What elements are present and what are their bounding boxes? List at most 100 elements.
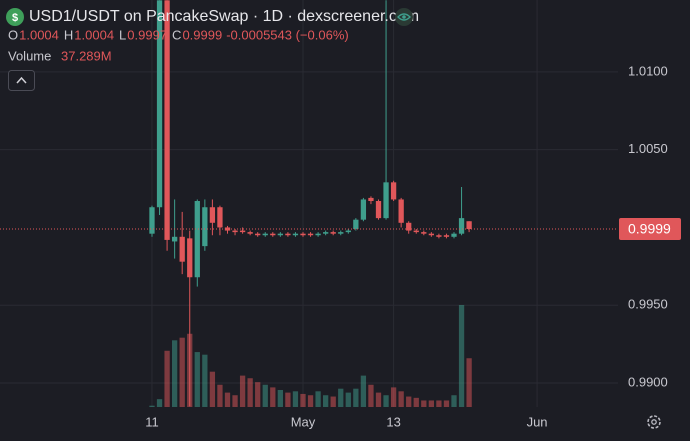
candle-body (307, 233, 314, 236)
candle-body (285, 233, 291, 236)
candle-body (164, 0, 170, 240)
candle-body (390, 182, 397, 200)
volume-bar (428, 400, 434, 407)
x-tick-label: Jun (527, 414, 548, 429)
candle-body (171, 236, 178, 242)
ohlc-key: L (119, 27, 126, 42)
candle-body (375, 201, 382, 219)
volume-bar (390, 387, 397, 407)
candle-body (247, 232, 253, 234)
volume-bar (315, 391, 321, 407)
candle-body (149, 207, 155, 234)
candle-body (368, 197, 374, 202)
volume-bar (413, 397, 419, 407)
candle-body (277, 233, 283, 236)
volume-bar (171, 340, 178, 407)
change-value: -0.0005543 (−0.06%) (226, 27, 349, 42)
plot-area (0, 0, 618, 407)
candle-body (202, 207, 208, 247)
grid (0, 0, 618, 407)
volume-bar (292, 391, 299, 407)
candle-body (466, 221, 472, 230)
volume-title: Volume (8, 48, 51, 63)
volume-bar (277, 390, 283, 407)
candle-body (262, 233, 268, 236)
candle-body (315, 233, 321, 236)
volume-bar (421, 400, 427, 407)
volume-bar (383, 395, 389, 407)
volume-bar (300, 393, 306, 407)
candle-body (360, 199, 367, 220)
chart-title: USD1/USDT on PancakeSwap · 1D · dexscree… (29, 8, 419, 25)
volume-bar (285, 392, 291, 407)
volume-bar (353, 388, 359, 407)
candle-body (406, 222, 412, 231)
volume-bar (375, 392, 382, 407)
volume-bar (262, 384, 268, 407)
volume-bar (458, 305, 465, 407)
volume-bar (368, 384, 374, 407)
candle-body (421, 232, 427, 234)
volume-bar (179, 337, 185, 407)
candle-body (338, 232, 344, 234)
axes: 0.9900 0.9950 1.0050 1.0100 11 May 13 Jun 0.9999 (145, 63, 681, 429)
volume-bar (164, 350, 170, 407)
volume-bar (270, 387, 276, 407)
volume-bar (239, 375, 246, 407)
x-tick-label: 11 (145, 414, 159, 429)
ohlc-key: O (8, 27, 18, 42)
candle-body (436, 235, 442, 237)
y-tick-label: 0.9950 (628, 297, 668, 312)
volume-bar (323, 395, 329, 407)
settings-icon-center (651, 419, 657, 425)
volume-bar (194, 352, 200, 407)
settings-button[interactable] (647, 415, 661, 429)
candle-body (292, 233, 299, 236)
volume-bar (202, 354, 208, 407)
volume-bar (338, 388, 344, 407)
candle-body (179, 236, 185, 262)
candle-body (209, 207, 216, 223)
candle-body (451, 233, 457, 237)
ohlc-key: C (172, 27, 181, 42)
candle-body (458, 218, 465, 234)
candle-body (398, 199, 404, 223)
ohlc-value: 0.9997 (127, 27, 167, 42)
volume-bar (255, 382, 261, 407)
candle-body (413, 230, 419, 233)
volume-value: 37.289M (61, 48, 112, 63)
x-tick-label: May (291, 414, 316, 429)
ohlc-value: 1.0004 (74, 27, 114, 42)
last-price-label: 0.9999 (628, 221, 671, 237)
volume-bar (232, 395, 238, 407)
volume-bar (156, 399, 163, 407)
candle-body (255, 233, 261, 236)
eye-icon (397, 13, 411, 21)
ohlc-legend: O 1.0004 H 1.0004 L 0.9997 C 0.9999 -0.0005543 (… (8, 27, 349, 42)
volume-bar (330, 396, 336, 407)
volume-bar (443, 400, 450, 407)
volume-bar (451, 395, 457, 407)
volume-bar (224, 392, 231, 407)
candle-body (187, 238, 193, 278)
candle-body (224, 227, 231, 231)
candle-body (323, 232, 329, 234)
volume-bar (217, 384, 223, 407)
candle-body (443, 235, 450, 237)
candle-body (156, 0, 163, 208)
y-tick-label: 1.0050 (628, 141, 668, 156)
collapse-button[interactable] (8, 70, 35, 91)
candle-body (194, 201, 200, 278)
eye-pupil (402, 15, 406, 19)
candle-body (217, 207, 223, 228)
volume-bar (307, 395, 314, 407)
candle-body (270, 233, 276, 236)
candle-body (232, 230, 238, 233)
volume-bar (360, 375, 367, 407)
token-icon-glyph: $ (12, 12, 18, 24)
y-tick-label: 0.9900 (628, 374, 668, 389)
volume-bar (466, 358, 472, 407)
ohlc-key: H (64, 27, 73, 42)
